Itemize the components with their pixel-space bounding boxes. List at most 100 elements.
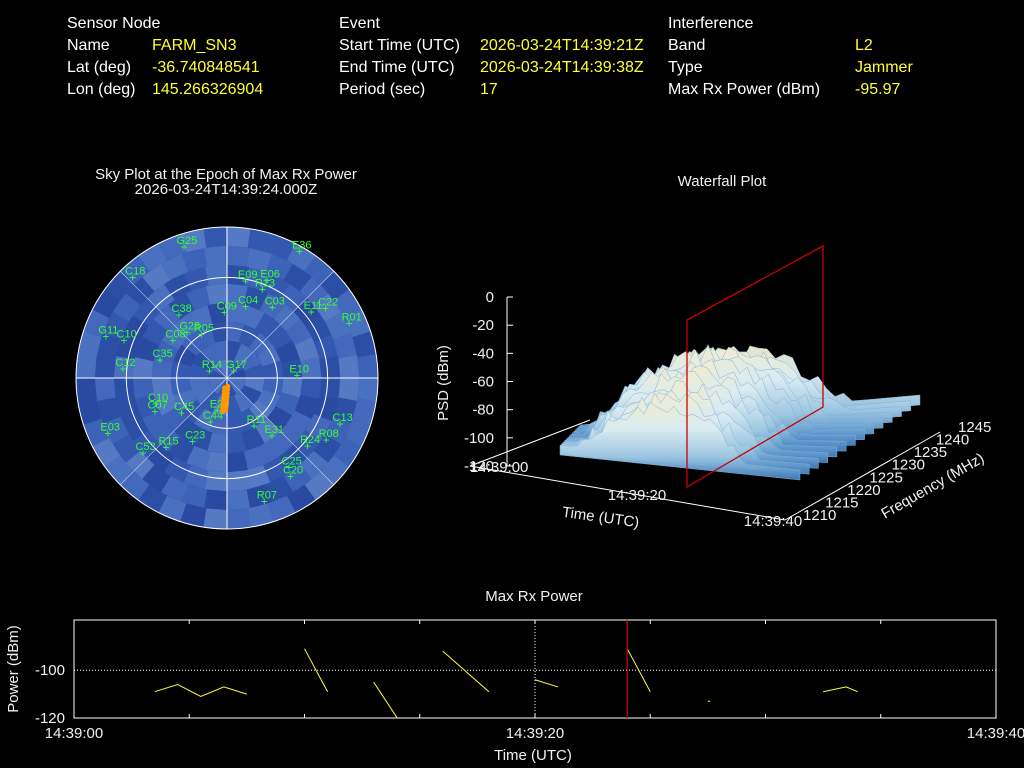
sat-label: C10 (117, 329, 137, 341)
sat-marker: + (121, 334, 128, 348)
sky-heat-cell (122, 315, 149, 342)
sat-marker: + (129, 270, 136, 284)
sky-heat-cell (204, 489, 227, 511)
sky-heat-cell (333, 332, 358, 359)
band-label: Band (668, 37, 706, 54)
sky-heat-cell (240, 351, 262, 371)
mx-x-tick-label: 14:39:20 (506, 725, 564, 742)
sky-heat-cell (244, 363, 265, 378)
sat-label: G17 (226, 359, 247, 371)
sky-heat-cell (344, 418, 371, 447)
sky-axis-diag2 (120, 271, 334, 485)
sky-heat-cell (246, 247, 273, 272)
sky-heat-cell (170, 378, 192, 396)
sat-label: C10 (148, 392, 168, 404)
sky-heat-cell (238, 408, 261, 432)
skyplot-satellites: +G25+E36+E09 +E06+R13+C18+C09 +C04 +C03+C22… (98, 235, 361, 508)
lon-value: 145.266326904 (152, 81, 264, 98)
sky-heat-cell (141, 410, 168, 437)
sat-label: G11 (98, 324, 118, 336)
period-label: Period (sec) (339, 81, 426, 98)
sat-label: C18 (125, 265, 145, 277)
sat-label: R15 (158, 436, 178, 448)
sky-heat-cell (170, 360, 192, 378)
wf-z-tick-label: -20 (472, 317, 494, 334)
sky-heat-cell (173, 389, 197, 412)
sat-marker: + (152, 397, 159, 411)
sky-heat-cell (283, 464, 312, 493)
sat-marker: + (296, 245, 303, 259)
sky-heat-cell (154, 392, 178, 416)
sky-heat-cell (92, 289, 121, 319)
sky-heat-cell (160, 253, 189, 280)
sky-heat-cell (247, 503, 274, 528)
sky-heat-cell (158, 495, 187, 522)
wf-z-tick-label: 0 (486, 289, 494, 306)
band-value: L2 (855, 37, 873, 54)
period-value: 17 (480, 81, 498, 98)
sky-heat-cell (227, 395, 242, 416)
sky-heat-cell (205, 451, 227, 473)
sky-heat-cell (209, 321, 227, 343)
sky-heat-cell (286, 484, 316, 513)
wf-xlabel: Time (UTC) (561, 504, 640, 532)
sky-heat-cell (203, 508, 227, 529)
sat-marker: + (221, 306, 228, 320)
sat-marker: + (183, 325, 190, 339)
sky-heat-cell (208, 378, 227, 388)
sky-heat-cell (255, 418, 281, 444)
sky-heat-cell (83, 309, 110, 338)
sky-heat-cell (227, 470, 250, 492)
name-label: Name (67, 37, 110, 54)
sky-heat-cell (181, 247, 208, 272)
sky-heat-cell (227, 359, 237, 378)
mx-series-segment (442, 650, 490, 693)
sky-heat-cell (262, 378, 284, 396)
sat-marker: + (102, 329, 109, 343)
mx-series-segment (534, 679, 559, 688)
sky-heat-cell (92, 437, 121, 467)
sky-heat-cell (295, 337, 320, 362)
wf-z-tick-label: -100 (464, 430, 494, 447)
sky-heat-cell (113, 355, 135, 378)
sky-heat-cell (295, 394, 320, 419)
sky-heat-cell (192, 385, 214, 405)
sky-heat-cell (173, 312, 199, 338)
wf-ridge (559, 401, 801, 481)
sat-label: E03 (100, 421, 120, 433)
sat-marker: + (304, 439, 311, 453)
sat-marker: + (259, 282, 266, 296)
sky-heat-cell (243, 285, 268, 310)
sky-heat-cell (313, 434, 342, 463)
interference-heading: Interference (668, 15, 754, 32)
type-label: Type (668, 59, 703, 76)
skyplot-power-track (219, 383, 231, 415)
sky-heat-cell (283, 263, 312, 292)
sky-heat-cell (204, 245, 227, 267)
sky-heat-cell (200, 391, 220, 413)
max-rx-power-label: Max Rx Power (dBm) (668, 81, 821, 98)
sky-heat-cell (286, 319, 313, 346)
mx-ylabel: Power (dBm) (5, 625, 22, 713)
sky-heat-cell (319, 355, 341, 378)
sky-heat-cell (227, 508, 251, 529)
wf-freq-tick-label: 1230 (892, 457, 925, 474)
wf-time-tick-label: 14:39:40 (744, 513, 802, 530)
sat-label: R14 (202, 359, 222, 371)
sky-heat-cell (244, 378, 265, 393)
sat-marker: + (337, 417, 344, 431)
sat-marker: + (119, 362, 126, 376)
mx-series-segment (626, 648, 651, 692)
sky-heat-cell (212, 340, 227, 361)
sky-heat-cell (142, 464, 171, 493)
sky-heat-cell (259, 292, 286, 319)
sat-label: C03 (265, 296, 285, 308)
sat-marker: + (157, 353, 164, 367)
sky-heat-cell (276, 392, 300, 416)
sky-heat-cell (227, 340, 242, 361)
sat-label: R01 (342, 311, 362, 323)
sat-label: C38 (172, 303, 192, 315)
sat-marker: + (214, 403, 221, 417)
sat-label: R11 (247, 414, 266, 426)
